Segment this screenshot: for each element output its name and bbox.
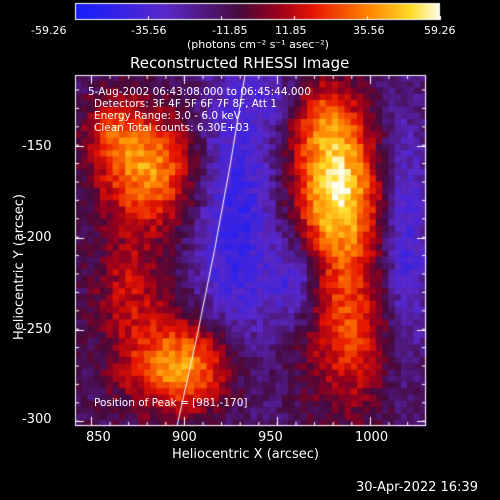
colorbar-tick: -59.26 xyxy=(31,24,67,37)
y-tick-label: -300 xyxy=(22,412,52,427)
x-axis-label: Heliocentric X (arcsec) xyxy=(172,447,319,462)
y-tick-label: -200 xyxy=(22,230,52,245)
x-tick-label: 950 xyxy=(258,430,283,445)
x-tick-label: 850 xyxy=(86,430,111,445)
peak-position-label: Position of Peak = [981,-170] xyxy=(94,397,248,409)
colorbar-tick: 11.85 xyxy=(275,24,307,37)
colorbar-tick: -11.85 xyxy=(212,24,248,37)
info-time-range: 5-Aug-2002 06:43:08.000 to 06:45:44.000 xyxy=(88,86,311,98)
timestamp: 30-Apr-2022 16:39 xyxy=(356,480,478,495)
y-tick-label: -250 xyxy=(22,322,52,337)
colorbar-tick: 59.26 xyxy=(424,24,456,37)
plot-title: Reconstructed RHESSI Image xyxy=(130,54,350,72)
y-tick-label: -150 xyxy=(22,139,52,154)
info-detectors: Detectors: 3F 4F 5F 6F 7F 8F, Att 1 xyxy=(94,98,278,110)
info-total-counts: Clean Total counts: 6.30E+03 xyxy=(94,122,250,134)
x-tick-label: 1000 xyxy=(355,430,389,445)
colorbar-units: (photons cm⁻² s⁻¹ asec⁻²) xyxy=(187,38,329,51)
x-tick-label: 900 xyxy=(172,430,197,445)
y-axis-label: Heliocentric Y (arcsec) xyxy=(12,194,27,340)
info-energy-range: Energy Range: 3.0 - 6.0 keV xyxy=(94,110,241,122)
colorbar-tick: -35.56 xyxy=(131,24,167,37)
colorbar-tick: 35.56 xyxy=(353,24,385,37)
